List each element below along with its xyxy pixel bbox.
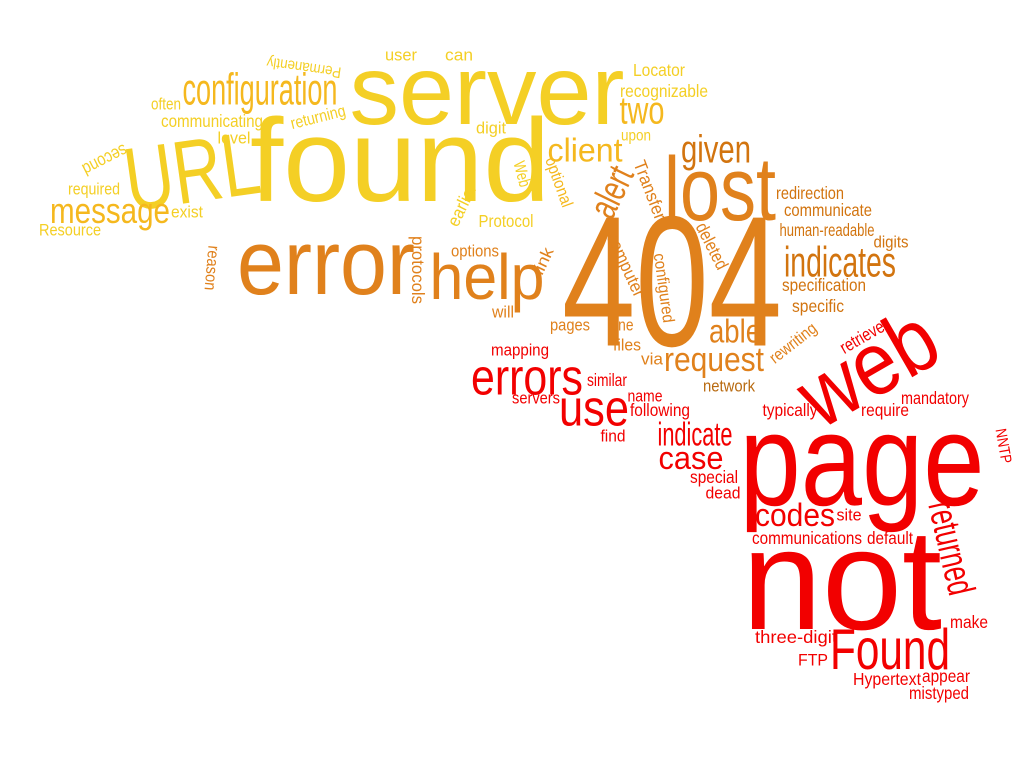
word-mapping: mapping [491,341,549,360]
word-two: two [620,90,665,133]
word-reason: reason [201,245,224,291]
word-404: 404 [562,179,782,386]
word-recognizable: recognizable [620,81,708,101]
word-appear: appear [922,666,970,686]
word-protocols: protocols [408,236,428,304]
word-upon: upon [621,128,651,145]
word-mistyped: mistyped [909,683,969,703]
word-given: given [681,129,751,172]
word-mandatory: mandatory [901,388,969,408]
word-dead: dead [706,484,741,503]
word-level: level [218,129,251,148]
word-codes: codes [755,497,835,533]
word-help: help [430,241,545,313]
word-client: client [548,133,623,170]
word-special: special [690,467,738,487]
word-indicates: indicates [784,239,896,286]
word-indicate: indicate [658,417,733,454]
word-required: required [68,180,120,199]
word-digits: digits [874,233,909,252]
word-following: following [630,400,690,420]
word-network: network [703,377,756,396]
word-communications: communications [752,528,862,548]
word-use: use [559,380,629,437]
word-will: will [491,303,514,322]
word-locator: Locator [633,60,685,80]
word-specification: specification [782,275,866,295]
word-require: require [861,400,909,420]
word-user: user [385,46,417,65]
word-url: URL [118,113,266,231]
word-typically: typically [763,400,818,420]
word-server: server [350,35,625,145]
word-digit: digit [476,119,506,138]
word-found: found [250,94,550,226]
word-nntp: NNTP [992,427,1015,464]
word-can: can [445,46,473,65]
word-able: able [709,314,761,351]
word-site: site [837,506,862,525]
word-hypertext: Hypertext [853,669,921,689]
word-message: message [50,191,170,231]
word-redirection: redirection [776,183,844,203]
word-errors: errors [471,349,583,406]
word-lost: lost [664,140,776,240]
word-resource: Resource [39,221,101,240]
word-pages: pages [550,316,590,335]
word-communicate: communicate [784,200,872,220]
word-communicating: communicating [161,111,263,131]
word-human-readable: human-readable [780,220,875,240]
word-configuration: configuration [183,64,338,115]
word-often: often [151,95,181,114]
word-name: name [628,387,663,406]
word-servers: servers [512,389,560,408]
word-request: request [664,341,764,379]
word-not: not [742,500,942,660]
word-found-capital: Found [830,618,950,682]
word-default: default [867,528,913,548]
word-exist: exist [171,203,203,222]
word-one: one [611,316,634,335]
word-page: page [740,387,985,533]
word-similar: similar [587,370,627,390]
word-make: make [950,612,988,632]
word-protocol: Protocol [479,211,534,231]
word-three-digit: three-digit [755,627,837,647]
word-files: files [613,336,641,355]
word-case: case [659,440,724,476]
word-specific: specific [792,296,844,316]
word-find: find [601,427,626,446]
word-error: error [237,210,415,314]
word-ftp: FTP [798,651,828,670]
word-via: via [641,350,664,369]
word-options: options [451,242,499,261]
